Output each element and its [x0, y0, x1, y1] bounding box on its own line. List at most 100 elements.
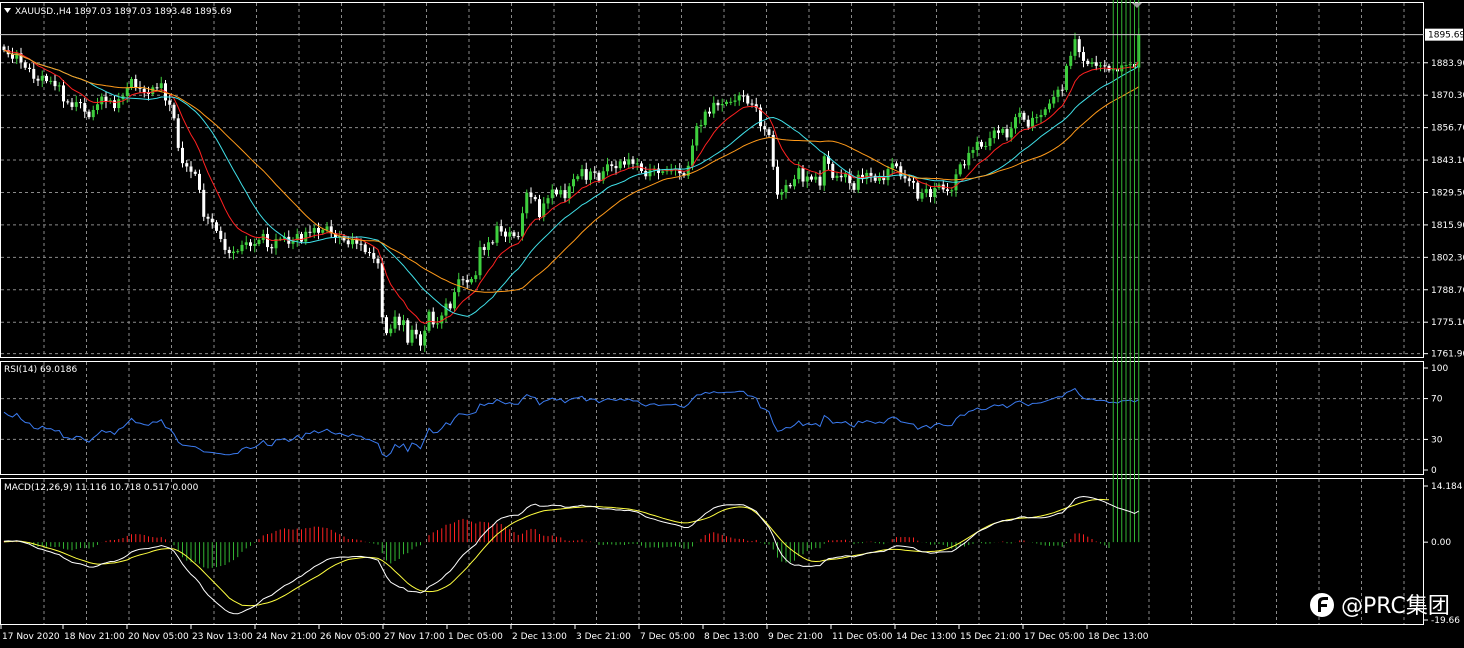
candle-body — [899, 166, 903, 177]
candle-body — [210, 218, 214, 223]
candle-body — [827, 156, 830, 164]
candle-body — [1001, 129, 1005, 133]
candle-body — [593, 171, 597, 173]
time-tick-label: 3 Dec 21:00 — [576, 632, 631, 642]
candle-body — [385, 317, 388, 334]
candle-body — [482, 247, 486, 250]
candle-body — [635, 163, 639, 165]
candle-body — [810, 176, 813, 180]
time-tick-label: 2 Dec 13:00 — [512, 632, 567, 642]
candle-body — [419, 334, 422, 346]
candle-body — [36, 78, 40, 81]
candle-body — [1014, 117, 1017, 129]
candle-body — [244, 242, 248, 245]
candle-body — [138, 87, 142, 89]
candle-body — [971, 150, 975, 153]
candle-body — [763, 126, 767, 130]
candle-body — [601, 171, 605, 181]
candle-body — [1035, 117, 1039, 119]
candle-body — [134, 78, 138, 88]
candle-body — [992, 130, 996, 139]
candle-body — [1056, 89, 1060, 97]
candle-body — [448, 303, 452, 309]
candle-body — [219, 230, 223, 239]
candle-body — [852, 183, 856, 190]
rsi-gridlines — [1, 362, 1423, 474]
candle-body — [1073, 39, 1077, 56]
candle-body — [963, 164, 966, 166]
candle-body — [57, 85, 61, 87]
candle-body — [397, 316, 401, 326]
candle-body — [725, 101, 728, 105]
candle-body — [461, 279, 465, 281]
rsi-series — [3, 387, 1140, 458]
price-tick-label: 1829.50 — [1431, 188, 1464, 198]
moving-average-line — [3, 49, 1140, 317]
candle-body — [312, 228, 316, 233]
candle-body — [223, 238, 227, 250]
candle-body — [346, 240, 350, 245]
candle-body — [869, 172, 873, 176]
candle-body — [1005, 129, 1009, 138]
candle-body — [1086, 60, 1090, 64]
candle-body — [682, 173, 686, 176]
macd-histogram — [3, 0, 1140, 569]
macd-panel-header: MACD(12,26,9) 11.116 10.718 0.517 0.000 — [4, 483, 199, 493]
candle-body — [487, 242, 490, 250]
candle-body — [920, 192, 924, 199]
watermark-text: @PRC集团 — [1341, 594, 1450, 619]
current-price-label: 1895.69 — [1428, 31, 1464, 41]
candle-body — [988, 138, 992, 146]
candle-body — [835, 175, 839, 178]
candle-body — [525, 192, 529, 214]
candle-body — [215, 222, 218, 231]
price-tick-label: 1761.90 — [1431, 350, 1464, 360]
candle-body — [1065, 65, 1068, 90]
time-tick-label: 17 Nov 2020 — [2, 632, 60, 642]
current-price-marker: 1895.69 — [0, 28, 1464, 41]
candle-body — [266, 233, 269, 248]
candle-body — [814, 176, 818, 180]
candle-body — [104, 96, 108, 102]
candle-body — [924, 189, 928, 193]
candle-body — [890, 163, 894, 170]
candle-body — [491, 242, 495, 244]
candle-body — [142, 88, 146, 93]
candle-body — [410, 329, 414, 343]
candle-body — [538, 199, 541, 218]
candle-body — [912, 181, 915, 183]
chart-shift-marker-icon[interactable] — [1132, 3, 1142, 8]
candle-body — [278, 238, 282, 240]
candle-body — [975, 141, 979, 151]
time-tick-label: 1 Dec 05:00 — [448, 632, 503, 642]
candle-body — [958, 164, 962, 175]
candle-body — [801, 168, 805, 182]
macd-axis: 14.184 0.00 -19.66 — [1423, 482, 1463, 626]
candle-body — [576, 176, 580, 180]
candle-body — [610, 164, 614, 167]
rsi-axis: 100 70 30 0 — [1423, 364, 1448, 476]
candle-body — [708, 111, 711, 114]
candle-body — [431, 311, 435, 325]
candle-body — [304, 231, 308, 242]
macd-gridlines — [43, 479, 1405, 624]
candle-body — [950, 190, 954, 192]
candle-body — [746, 95, 750, 104]
price-panel-header: XAUUSD.,H4 1897.03 1897.03 1893.48 1895.… — [15, 7, 232, 17]
candle-body — [793, 179, 796, 187]
candle-body — [291, 240, 295, 244]
candle-body — [856, 174, 860, 190]
candle-body — [627, 159, 631, 165]
candle-body — [508, 232, 512, 237]
macd-panel-frame — [0, 478, 1424, 625]
candle-body — [232, 251, 235, 254]
candle-body — [729, 101, 733, 103]
candle-body — [325, 226, 329, 230]
candle-body — [742, 95, 745, 97]
candle-body — [202, 189, 206, 217]
symbol-dropdown-icon[interactable] — [4, 8, 11, 13]
candle-body — [96, 104, 99, 110]
candle-body — [512, 232, 516, 237]
rsi-tick-label: 100 — [1431, 364, 1448, 374]
